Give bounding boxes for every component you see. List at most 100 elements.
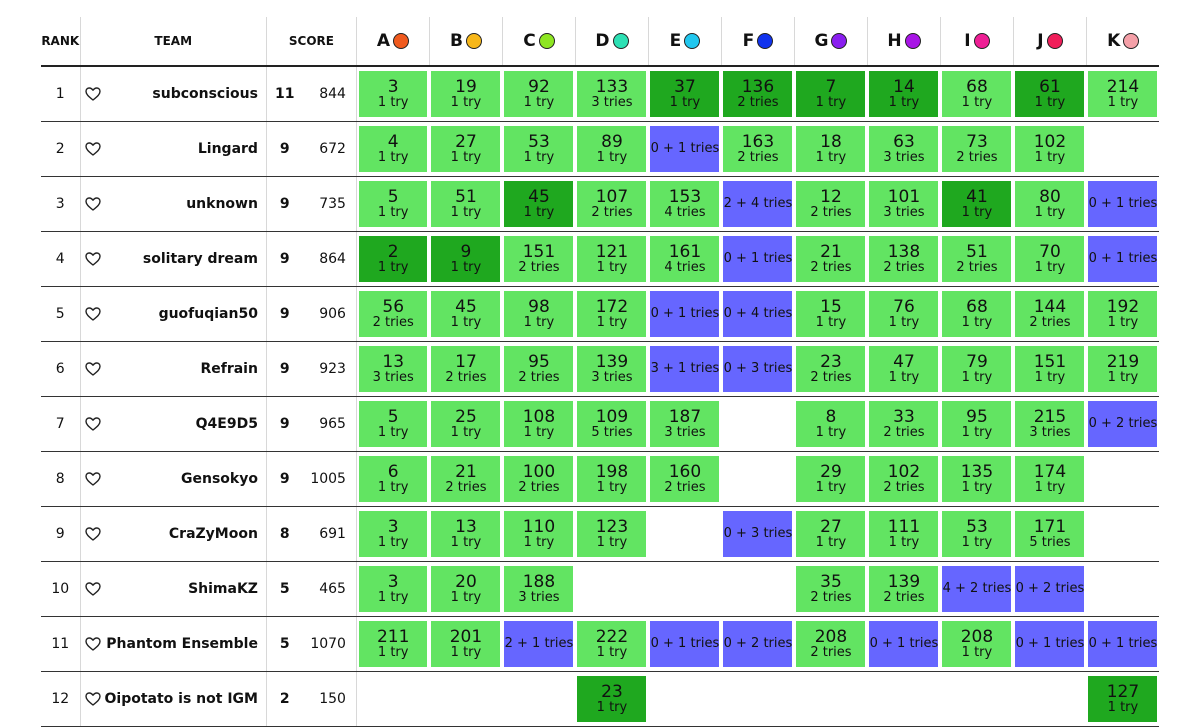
solve-status: 92 1 try bbox=[504, 71, 574, 117]
penalty-time: 1005 bbox=[302, 451, 357, 507]
heart-icon[interactable] bbox=[84, 472, 101, 486]
problem-cell-d: 172 1 try bbox=[575, 286, 649, 342]
heart-icon[interactable] bbox=[84, 307, 101, 321]
problem-header-k[interactable]: K bbox=[1085, 17, 1160, 67]
problem-header-b[interactable]: B bbox=[428, 17, 503, 67]
team-cell: subconscious bbox=[80, 66, 267, 122]
problem-header-d[interactable]: D bbox=[574, 17, 649, 67]
problem-cell-k: 192 1 try bbox=[1086, 286, 1160, 342]
tries-count: 0 + 1 tries bbox=[1015, 635, 1085, 651]
solved-count: 5 bbox=[266, 561, 303, 617]
heart-icon[interactable] bbox=[84, 362, 101, 376]
solve-time: 13 bbox=[382, 351, 405, 372]
solve-time: 27 bbox=[820, 516, 842, 537]
penalty-time: 965 bbox=[302, 396, 357, 452]
solve-status: 198 1 try bbox=[577, 456, 647, 502]
heart-icon[interactable] bbox=[84, 417, 101, 431]
solve-status: 63 3 tries bbox=[869, 126, 939, 172]
tries-count: 1 try bbox=[888, 370, 920, 386]
solve-time: 139 bbox=[887, 571, 921, 592]
problem-header-e[interactable]: E bbox=[647, 17, 722, 67]
solve-status: 27 1 try bbox=[796, 511, 866, 557]
problem-cell-c: 53 1 try bbox=[502, 121, 576, 177]
problem-cell-h bbox=[867, 671, 941, 727]
balloon-icon bbox=[612, 33, 629, 49]
problem-letter: J bbox=[1037, 31, 1044, 51]
team-cell: unknown bbox=[80, 176, 267, 232]
balloon-icon bbox=[465, 33, 482, 49]
problem-header-f[interactable]: F bbox=[720, 17, 795, 67]
solve-time: 19 bbox=[455, 76, 477, 97]
tries-count: 2 tries bbox=[810, 645, 852, 661]
solve-status: 29 1 try bbox=[796, 456, 866, 502]
attempt-status: 0 + 1 tries bbox=[1088, 181, 1158, 227]
solved-count: 8 bbox=[266, 506, 303, 562]
solve-status: 208 1 try bbox=[942, 621, 1012, 667]
problem-header-j[interactable]: J bbox=[1012, 17, 1087, 67]
heart-icon[interactable] bbox=[84, 527, 101, 541]
score-header[interactable]: SCORE bbox=[265, 17, 357, 67]
team-header[interactable]: TEAM bbox=[79, 17, 267, 67]
tries-count: 1 try bbox=[596, 535, 628, 551]
rank-cell: 2 bbox=[41, 121, 81, 177]
problem-cell-i: 51 2 tries bbox=[940, 231, 1014, 287]
solve-time: 4 bbox=[387, 131, 399, 152]
solve-time: 163 bbox=[741, 131, 775, 152]
problem-cell-f: 0 + 3 tries bbox=[721, 341, 795, 397]
solve-time: 110 bbox=[522, 516, 556, 537]
problem-header-a[interactable]: A bbox=[355, 17, 430, 67]
solve-time: 21 bbox=[455, 461, 477, 482]
rank-header[interactable]: RANK bbox=[41, 17, 81, 67]
problem-letter: I bbox=[964, 31, 971, 51]
problem-letter: E bbox=[669, 31, 682, 51]
tries-count: 1 try bbox=[961, 480, 993, 496]
heart-icon[interactable] bbox=[84, 252, 101, 266]
problem-cell-j: 80 1 try bbox=[1013, 176, 1087, 232]
team-cell-inner: solitary dream bbox=[81, 251, 266, 267]
problem-cell-g bbox=[794, 671, 868, 727]
heart-icon[interactable] bbox=[84, 197, 101, 211]
problem-header-g[interactable]: G bbox=[793, 17, 868, 67]
tries-count: 1 try bbox=[815, 315, 847, 331]
heart-icon[interactable] bbox=[84, 142, 101, 156]
solve-time: 47 bbox=[893, 351, 915, 372]
tries-count: 1 try bbox=[450, 205, 482, 221]
team-name: Refrain bbox=[200, 361, 258, 377]
problem-cell-i: 73 2 tries bbox=[940, 121, 1014, 177]
problem-cell-e: 187 3 tries bbox=[648, 396, 722, 452]
heart-icon[interactable] bbox=[84, 637, 101, 651]
problem-header-i[interactable]: I bbox=[939, 17, 1014, 67]
problem-cell-i: 135 1 try bbox=[940, 451, 1014, 507]
problem-cell-k bbox=[1086, 451, 1160, 507]
problem-header-h[interactable]: H bbox=[866, 17, 941, 67]
solve-time: 211 bbox=[376, 626, 410, 647]
solve-time: 23 bbox=[820, 351, 842, 372]
balloon-icon bbox=[973, 33, 990, 49]
tries-count: 1 try bbox=[377, 95, 409, 111]
problem-cell-c: 92 1 try bbox=[502, 66, 576, 122]
solve-status: 127 1 try bbox=[1088, 676, 1158, 722]
problem-header-c[interactable]: C bbox=[501, 17, 576, 67]
solve-time: 192 bbox=[1106, 296, 1140, 317]
solve-status: 45 1 try bbox=[431, 291, 501, 337]
problem-cell-d: 198 1 try bbox=[575, 451, 649, 507]
table-row: 9 CraZyMoon 8 691 3 1 try 13 1 try 110 1 try 123 1 … bbox=[41, 506, 1160, 562]
tries-count: 3 tries bbox=[883, 205, 925, 221]
team-name: Oipotato is not IGM bbox=[104, 691, 258, 707]
heart-icon[interactable] bbox=[84, 582, 101, 596]
tries-count: 3 tries bbox=[518, 590, 560, 606]
problem-cell-c: 98 1 try bbox=[502, 286, 576, 342]
penalty-time: 844 bbox=[302, 66, 357, 122]
problem-cell-d: 107 2 tries bbox=[575, 176, 649, 232]
heart-icon[interactable] bbox=[84, 87, 101, 101]
problem-cell-d: 139 3 tries bbox=[575, 341, 649, 397]
problem-cell-f: 0 + 2 tries bbox=[721, 616, 795, 672]
solve-status: 45 1 try bbox=[504, 181, 574, 227]
problem-cell-k: 127 1 try bbox=[1086, 671, 1160, 727]
problem-cell-e: 3 + 1 tries bbox=[648, 341, 722, 397]
solve-time: 219 bbox=[1106, 351, 1140, 372]
heart-icon[interactable] bbox=[84, 692, 101, 706]
solve-time: 18 bbox=[820, 131, 842, 152]
